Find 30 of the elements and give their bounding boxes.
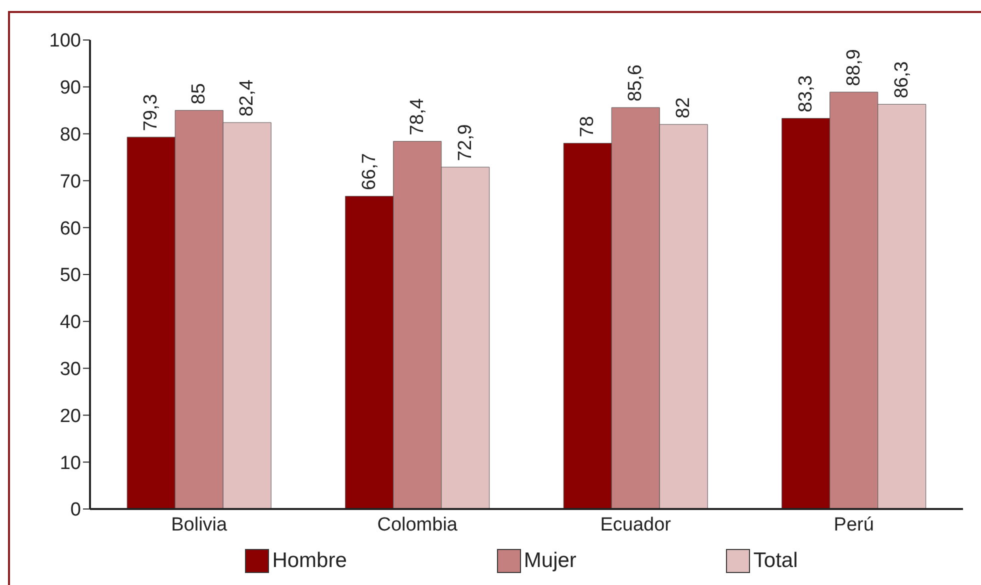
y-tick-label: 20 — [60, 406, 81, 427]
y-tick-label: 50 — [60, 265, 81, 286]
y-tick-label: 70 — [60, 171, 81, 192]
data-label: 83,3 — [795, 75, 816, 112]
y-tick-label: 60 — [60, 218, 81, 240]
data-label: 78 — [577, 116, 598, 138]
data-label: 82,4 — [236, 79, 258, 117]
data-label: 78,4 — [406, 98, 428, 136]
x-tick-label: Ecuador — [600, 514, 672, 536]
data-label: 85,6 — [625, 64, 646, 102]
data-label: 72,9 — [454, 124, 476, 162]
x-tick-label: Colombia — [377, 514, 458, 536]
legend-label: Total — [753, 549, 798, 573]
data-label: 82 — [673, 97, 694, 118]
data-label: 66,7 — [358, 153, 380, 190]
y-tick-label: 10 — [60, 452, 81, 474]
data-label: 86,3 — [891, 61, 912, 98]
data-label: 88,9 — [843, 49, 864, 86]
y-tick-label: 40 — [60, 312, 81, 334]
data-label: 85 — [188, 83, 210, 104]
y-tick-label: 30 — [60, 359, 81, 380]
y-tick-label: 0 — [70, 500, 81, 521]
legend-label: Hombre — [272, 549, 347, 573]
x-tick-label: Perú — [834, 514, 874, 536]
legend-label: Mujer — [524, 549, 576, 573]
x-tick-label: Bolivia — [171, 514, 228, 536]
y-tick-label: 100 — [49, 30, 81, 52]
y-tick-label: 80 — [60, 124, 81, 146]
data-label: 79,3 — [140, 94, 162, 132]
y-tick-label: 90 — [60, 78, 81, 99]
